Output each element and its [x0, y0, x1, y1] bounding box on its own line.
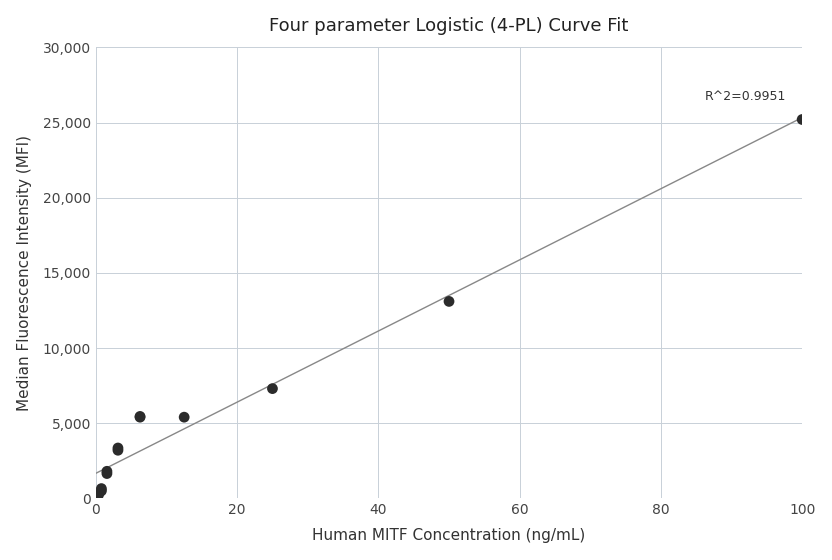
- Text: R^2=0.9951: R^2=0.9951: [705, 90, 786, 103]
- Point: [92, 490, 106, 499]
- Point: [111, 446, 125, 455]
- Title: Four parameter Logistic (4-PL) Curve Fit: Four parameter Logistic (4-PL) Curve Fit: [270, 17, 629, 35]
- Point: [795, 115, 809, 124]
- Point: [265, 384, 279, 393]
- X-axis label: Human MITF Concentration (ng/mL): Human MITF Concentration (ng/mL): [312, 528, 586, 543]
- Point: [95, 487, 108, 496]
- Point: [177, 413, 191, 422]
- Point: [111, 444, 125, 452]
- Point: [91, 492, 104, 501]
- Point: [133, 412, 146, 421]
- Point: [133, 413, 146, 422]
- Point: [101, 469, 114, 478]
- Point: [95, 484, 108, 493]
- Y-axis label: Median Fluorescence Intensity (MFI): Median Fluorescence Intensity (MFI): [17, 135, 32, 411]
- Point: [443, 297, 456, 306]
- Point: [101, 467, 114, 476]
